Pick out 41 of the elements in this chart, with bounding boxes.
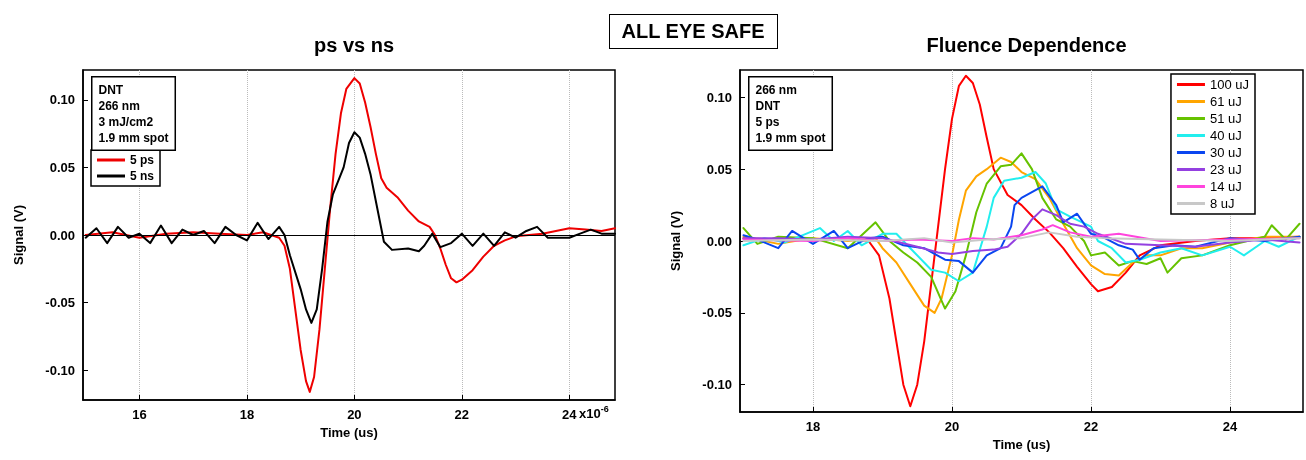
y-tick-label: 0.05 — [49, 159, 75, 175]
y-axis-title: Signal (V) — [668, 211, 683, 271]
x-tick-label: 18 — [805, 419, 821, 434]
x-tick-label: 22 — [1083, 419, 1099, 434]
legend-label: 5 ns — [130, 169, 155, 183]
y-tick-label: 0.10 — [49, 92, 75, 108]
y-tick-label: 0.05 — [706, 161, 732, 177]
legend-label: 14 uJ — [1209, 179, 1242, 194]
y-tick-label: 0.10 — [706, 89, 732, 105]
legend-label: 23 uJ — [1209, 162, 1242, 177]
y-tick-label: -0.05 — [45, 295, 75, 311]
x-axis-title: Time (us) — [992, 437, 1051, 452]
line-series — [742, 208, 1301, 255]
chart-title: Fluence Dependence — [926, 34, 1127, 56]
legend-label: 30 uJ — [1209, 145, 1242, 160]
line-series — [84, 77, 616, 393]
y-axis-title: Signal (V) — [11, 205, 26, 265]
y-tick-label: 0.00 — [706, 233, 732, 249]
y-tick-label: -0.10 — [702, 377, 732, 393]
x-tick-label: 18 — [239, 407, 255, 422]
legend-label: 100 uJ — [1209, 77, 1250, 92]
y-tick-label: 0.00 — [49, 227, 75, 243]
x-tick-label: 20 — [944, 419, 960, 434]
chart-title: ps vs ns — [313, 34, 395, 56]
x-tick-label: 24 — [1222, 419, 1239, 434]
y-tick-label: -0.05 — [702, 305, 732, 321]
legend-label: 40 uJ — [1209, 128, 1242, 143]
x-tick-label: 20 — [347, 407, 362, 422]
y-tick-label: -0.10 — [45, 362, 75, 378]
legend-label: 61 uJ — [1209, 94, 1242, 109]
x-tick-label: 22 — [454, 407, 470, 422]
legend-label: 8 uJ — [1209, 196, 1235, 211]
text: ALL EYE SAFE — [608, 14, 778, 49]
legend-label: 5 ps — [130, 153, 155, 167]
x-tick-label: 24 — [562, 407, 578, 422]
x-axis-title: Time (us) — [320, 425, 378, 440]
line-series — [742, 231, 1301, 244]
annotation: DNT 266 nm 3 mJ/cm2 1.9 mm spot — [98, 82, 169, 145]
x-tick-label: 16 — [132, 407, 147, 422]
legend-label: 51 uJ — [1209, 111, 1242, 126]
annotation: 266 nm DNT 5 ps 1.9 mm spot — [755, 82, 826, 145]
